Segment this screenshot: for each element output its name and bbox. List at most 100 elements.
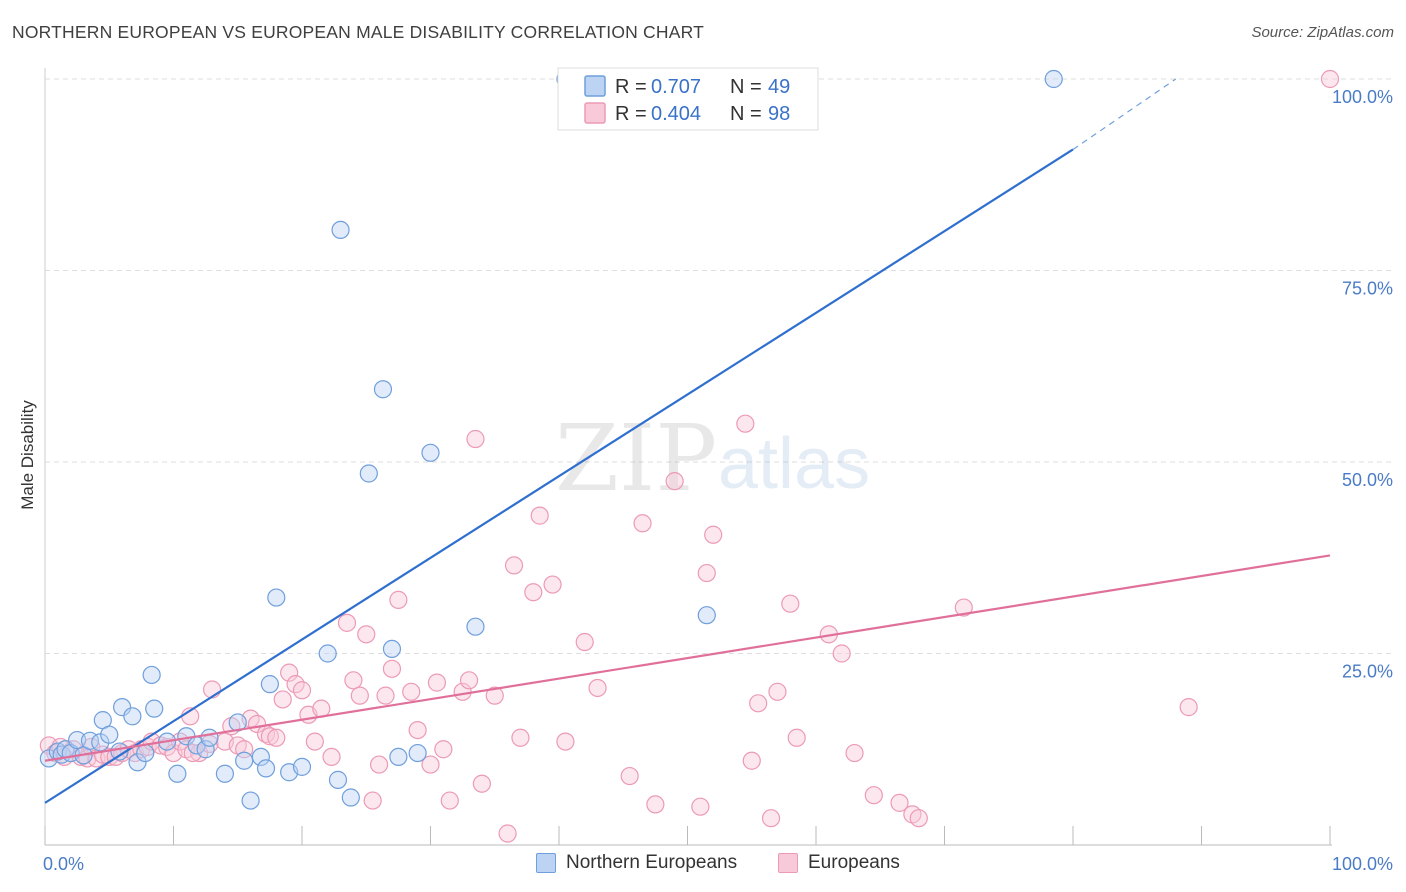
northern-europeans-point-17 [145, 699, 164, 718]
legend-r-label-2: R = [615, 103, 647, 125]
europeans-point-88 [845, 743, 864, 763]
europeans-point-73 [633, 514, 652, 533]
y-tick-label-3: 100.0% [1332, 87, 1393, 107]
europeans-point-52 [389, 590, 408, 609]
europeans-point-54 [408, 720, 427, 740]
bottom-legend-label-europeans: Europeans [808, 852, 900, 873]
europeans-point-66 [524, 583, 543, 602]
europeans-point-37 [280, 663, 299, 682]
europeans-point-35 [267, 728, 286, 747]
northern-europeans-point-29 [256, 759, 276, 778]
europeans-point-55 [421, 755, 440, 774]
x-tick-label-1: 100.0% [1332, 854, 1393, 874]
trend-lines [44, 78, 1331, 804]
europeans-point-74 [646, 795, 665, 814]
legend-n-value-2: 98 [768, 103, 790, 125]
northern-europeans-point-47 [697, 606, 716, 625]
legend-box: R = 0.707 N = 49 R = 0.404 N = 98 [557, 67, 819, 131]
northern-europeans-point-36 [331, 220, 350, 240]
bottom-legend-item-northern: Northern Europeans [536, 852, 737, 874]
trend-line-northern-europeans-extension [1072, 78, 1177, 150]
northern-europeans-point-38 [359, 464, 378, 483]
europeans-point-36 [273, 690, 292, 709]
watermark-atlas: atlas [718, 424, 870, 504]
watermark: ZIP atlas [555, 405, 870, 512]
northern-europeans-point-19 [168, 764, 187, 783]
europeans-point-62 [472, 774, 491, 793]
northern-europeans-point-30 [260, 675, 279, 694]
northern-europeans-point-13 [123, 707, 142, 726]
legend-swatch-blue [584, 75, 606, 97]
trend-line-northern-europeans [44, 148, 1074, 804]
europeans-point-84 [781, 594, 800, 613]
europeans-point-61 [466, 429, 485, 449]
europeans-point-41 [305, 732, 324, 751]
europeans-point-60 [459, 671, 479, 690]
europeans-point-68 [543, 575, 562, 594]
europeans-point-48 [363, 791, 382, 810]
trend-line-europeans [44, 554, 1331, 762]
bottom-legend-label-northern: Northern Europeans [566, 852, 738, 873]
europeans-point-82 [761, 809, 781, 828]
northern-europeans-point-23 [200, 728, 219, 747]
northern-europeans-point-37 [341, 788, 360, 807]
europeans-point-75 [665, 472, 684, 491]
europeans-point-81 [749, 694, 768, 713]
europeans-point-76 [691, 797, 710, 816]
europeans-point-63 [485, 686, 504, 705]
europeans-point-95 [1320, 69, 1340, 89]
europeans-point-39 [292, 681, 312, 700]
legend-r-label-1: R = [615, 76, 647, 98]
europeans-point-57 [434, 740, 453, 759]
europeans-point-87 [832, 644, 851, 663]
northern-europeans-point-27 [241, 791, 260, 810]
europeans-point-89 [864, 786, 883, 805]
grid-lines [45, 78, 1395, 654]
northern-europeans-point-39 [373, 380, 393, 399]
northern-europeans-point-26 [235, 751, 254, 770]
northern-europeans-point-43 [421, 443, 440, 462]
legend-n-label-2: N = [730, 103, 762, 125]
europeans-point-45 [344, 671, 363, 690]
europeans-point-44 [337, 613, 357, 632]
northern-europeans-point-14 [128, 753, 147, 772]
y-tick-label-0: 25.0% [1342, 662, 1393, 682]
northern-europeans-point-40 [382, 639, 402, 659]
legend-r-value-2: 0.404 [651, 103, 701, 125]
northern-europeans-point-33 [292, 757, 312, 776]
legend-swatch-pink [584, 102, 606, 124]
europeans-point-93 [954, 598, 973, 617]
northern-europeans-point-24 [215, 764, 234, 783]
bottom-legend-swatch-blue [536, 853, 556, 873]
northern-europeans-point-5 [68, 730, 87, 750]
x-tick-label-0: 0.0% [43, 854, 84, 874]
europeans-point-96 [498, 824, 517, 843]
y-tick-label-1: 50.0% [1342, 470, 1393, 490]
europeans-point-72 [620, 766, 639, 786]
source-credit: Source: ZipAtlas.com [1251, 24, 1394, 41]
northern-europeans-point-31 [267, 588, 286, 607]
y-tick-label-2: 75.0% [1342, 279, 1393, 299]
europeans-point-80 [742, 751, 761, 770]
europeans-point-56 [427, 673, 447, 692]
northern-europeans-point-10 [100, 725, 119, 744]
europeans-point-71 [588, 678, 607, 698]
europeans-point-43 [322, 747, 341, 767]
northern-europeans-point-12 [112, 698, 132, 717]
europeans-point-46 [350, 686, 369, 705]
europeans-point-69 [556, 732, 575, 751]
bottom-legend-item-europeans: Europeans [778, 852, 900, 874]
northern-europeans-point-28 [251, 747, 270, 767]
legend-r-value-1: 0.707 [651, 76, 701, 98]
europeans-point-77 [697, 563, 716, 583]
europeans-point-79 [736, 414, 755, 433]
europeans-point-92 [909, 809, 928, 828]
x-tick-labels: 0.0% 100.0% [43, 854, 1393, 874]
watermark-zip: ZIP [555, 405, 717, 512]
legend-n-value-1: 49 [768, 76, 790, 98]
europeans-point-65 [511, 728, 530, 747]
europeans-point-90 [890, 793, 909, 812]
europeans-point-78 [704, 525, 723, 544]
europeans-point-94 [1179, 698, 1198, 717]
northern-europeans-point-16 [142, 665, 161, 685]
